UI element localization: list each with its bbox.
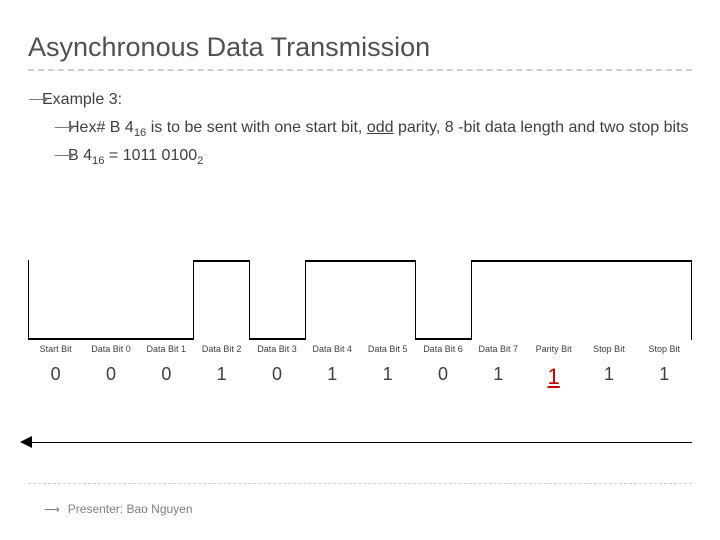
bit-label: Data Bit 2 — [194, 338, 249, 354]
subscript: 16 — [134, 127, 146, 139]
bit-label: Stop Bit — [637, 338, 692, 354]
bullet-lvl1: Example 3: — [42, 89, 692, 111]
wave-cell — [306, 260, 361, 340]
text: = 1011 0100 — [104, 147, 197, 164]
bit-value: 1 — [637, 354, 692, 390]
bullet-lvl2a: Hex# B 416 is to be sent with one start … — [68, 117, 692, 141]
wave-cell — [636, 260, 692, 340]
subscript: 2 — [197, 155, 203, 167]
chevron-right-icon: ⟶ — [28, 90, 42, 109]
wave-cell — [472, 260, 527, 340]
text: parity, 8 -bit data length and two stop … — [394, 119, 689, 136]
wave-cell — [28, 260, 84, 340]
time-arrow-head-icon — [20, 436, 32, 448]
footer-rule — [28, 483, 692, 484]
chevron-right-icon: ⟶ — [54, 146, 68, 165]
bit-value: 1 — [360, 354, 415, 390]
bit-label: Data Bit 6 — [415, 338, 470, 354]
wave-cell — [416, 260, 472, 340]
wave-cell — [139, 260, 195, 340]
bit-label: Start Bit — [28, 338, 83, 354]
wave-cell — [527, 260, 582, 340]
bit-value: 0 — [415, 354, 470, 390]
wave-cell — [582, 260, 637, 340]
bullet-lvl2b: B 416 = 1011 01002 — [68, 145, 692, 169]
bullet-block: ⟶ Example 3: ⟶ Hex# B 416 is to be sent … — [28, 89, 692, 169]
slide-title: Asynchronous Data Transmission — [28, 32, 692, 63]
bit-label: Stop Bit — [581, 338, 636, 354]
bit-label: Data Bit 0 — [83, 338, 138, 354]
title-rule — [28, 69, 692, 71]
text-odd: odd — [367, 119, 394, 136]
bit-label: Data Bit 5 — [360, 338, 415, 354]
chevron-right-icon: ⟶ — [54, 118, 68, 137]
footer-text: Presenter: Bao Nguyen — [68, 502, 193, 516]
bit-value: 0 — [249, 354, 304, 390]
bit-label: Data Bit 3 — [249, 338, 304, 354]
wave-cell — [84, 260, 139, 340]
text: Hex# B 4 — [68, 119, 134, 136]
wave-cell — [250, 260, 306, 340]
bit-label: Data Bit 1 — [139, 338, 194, 354]
bit-label: Parity Bit — [526, 338, 581, 354]
bit-diagram: Start BitData Bit 0Data Bit 1Data Bit 2D… — [28, 260, 692, 390]
bit-value: 0 — [83, 354, 138, 390]
wave-cell — [194, 260, 250, 340]
bit-label: Data Bit 7 — [471, 338, 526, 354]
time-arrow-line — [28, 442, 692, 443]
subscript: 16 — [92, 155, 104, 167]
chevron-right-icon: ⟶ — [44, 503, 60, 516]
wave-cell — [361, 260, 417, 340]
bit-value: 1 — [471, 354, 526, 390]
bit-value: 1 — [305, 354, 360, 390]
bit-value: 1 — [526, 354, 581, 390]
bit-value: 0 — [139, 354, 194, 390]
bit-value: 1 — [194, 354, 249, 390]
bit-label: Data Bit 4 — [305, 338, 360, 354]
bit-value: 0 — [28, 354, 83, 390]
bit-value: 1 — [581, 354, 636, 390]
text: is to be sent with one start bit, — [146, 119, 367, 136]
parity-value: 1 — [547, 364, 559, 389]
